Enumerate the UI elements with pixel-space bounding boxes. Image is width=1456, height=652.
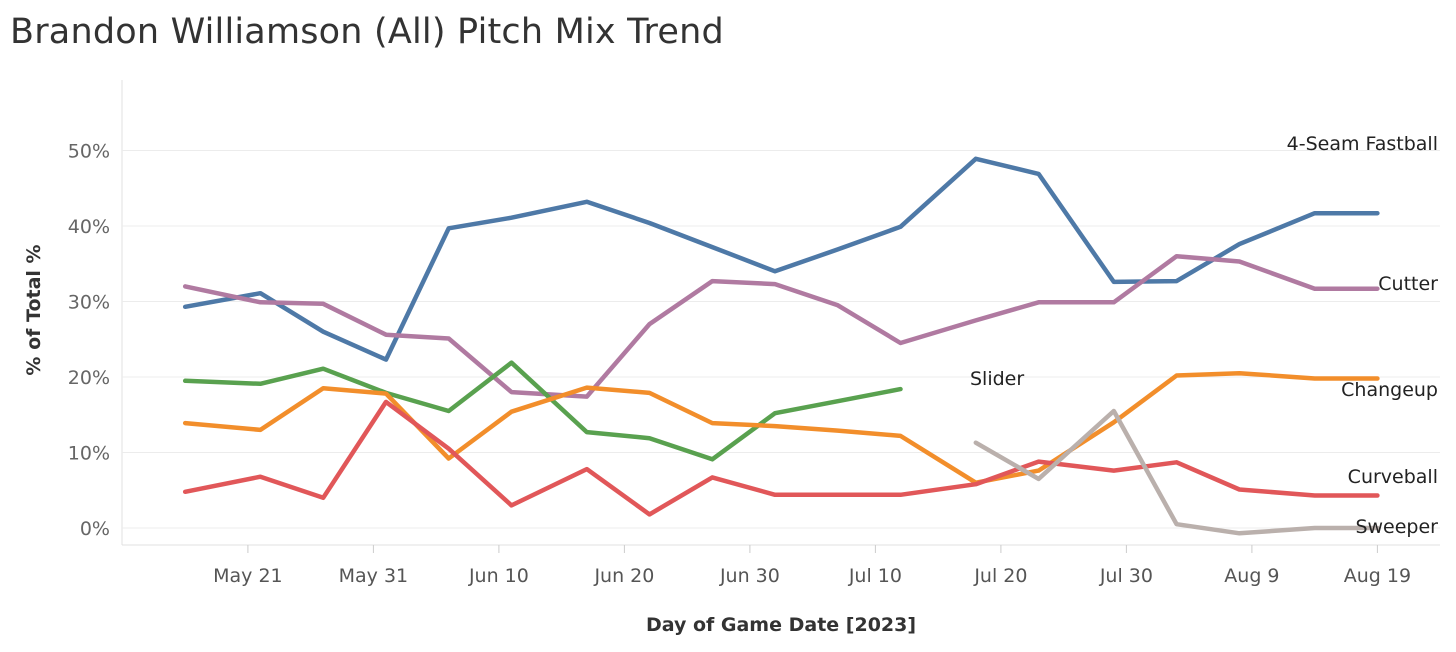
y-tick-label: 10% (68, 443, 110, 465)
series-line-curveball (182, 399, 1380, 517)
y-tick-label: 0% (80, 518, 110, 540)
x-tick-label: Jun 20 (593, 565, 654, 587)
x-axis-title: Day of Game Date [2023] (646, 614, 916, 636)
x-tick-label: Jun 30 (719, 565, 780, 587)
series-line-4-seam-fastball (182, 156, 1380, 362)
series-label-slider: Slider (970, 368, 1024, 390)
x-tick-label: May 31 (339, 565, 409, 587)
x-tick-label: Aug 9 (1224, 565, 1279, 587)
chart-title: Brandon Williamson (All) Pitch Mix Trend (10, 12, 724, 52)
y-tick-label: 30% (68, 292, 110, 314)
y-tick-label: 50% (68, 141, 110, 163)
series-line-changeup (182, 370, 1380, 485)
series-line-sweeper (973, 408, 1380, 536)
series-line-cutter (182, 253, 1380, 399)
series-label-changeup: Changeup (1341, 379, 1438, 401)
y-axis-title: % of Total % (23, 244, 45, 375)
x-tick-label: Jun 10 (468, 565, 529, 587)
series-label-cutter: Cutter (1378, 273, 1438, 295)
x-tick-label: May 21 (213, 565, 283, 587)
x-tick-label: Jul 30 (1099, 565, 1153, 587)
x-tick-label: Jul 20 (973, 565, 1027, 587)
series-label-4-seam-fastball: 4-Seam Fastball (1287, 133, 1438, 155)
y-tick-label: 20% (68, 367, 110, 389)
series-label-curveball: Curveball (1348, 466, 1438, 488)
series-label-sweeper: Sweeper (1355, 516, 1438, 538)
x-tick-label: Jul 10 (848, 565, 902, 587)
x-tick-label: Aug 19 (1344, 565, 1411, 587)
y-tick-label: 40% (68, 216, 110, 238)
